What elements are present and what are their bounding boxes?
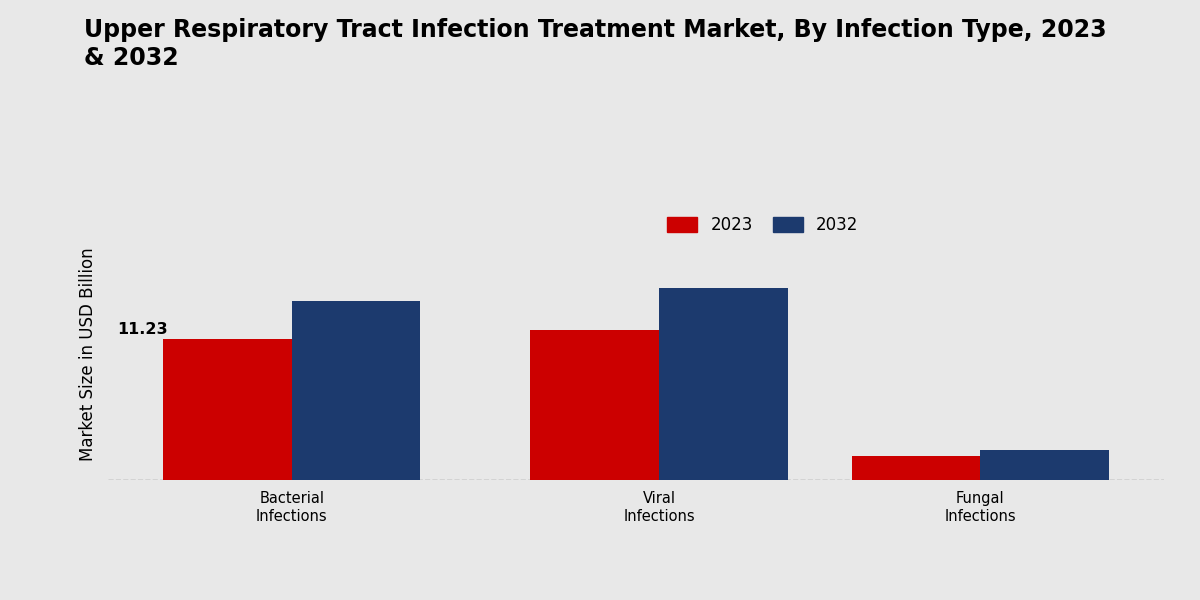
Bar <box>163 338 292 480</box>
Y-axis label: Market Size in USD Billion: Market Size in USD Billion <box>79 247 97 461</box>
Text: 11.23: 11.23 <box>118 322 168 337</box>
Bar <box>659 289 787 480</box>
Legend: 2023, 2032: 2023, 2032 <box>667 216 858 234</box>
Bar <box>530 330 659 480</box>
Bar <box>292 301 420 480</box>
Bar <box>980 450 1109 480</box>
Text: Upper Respiratory Tract Infection Treatment Market, By Infection Type, 2023
& 20: Upper Respiratory Tract Infection Treatm… <box>84 18 1106 70</box>
Bar <box>852 456 980 480</box>
